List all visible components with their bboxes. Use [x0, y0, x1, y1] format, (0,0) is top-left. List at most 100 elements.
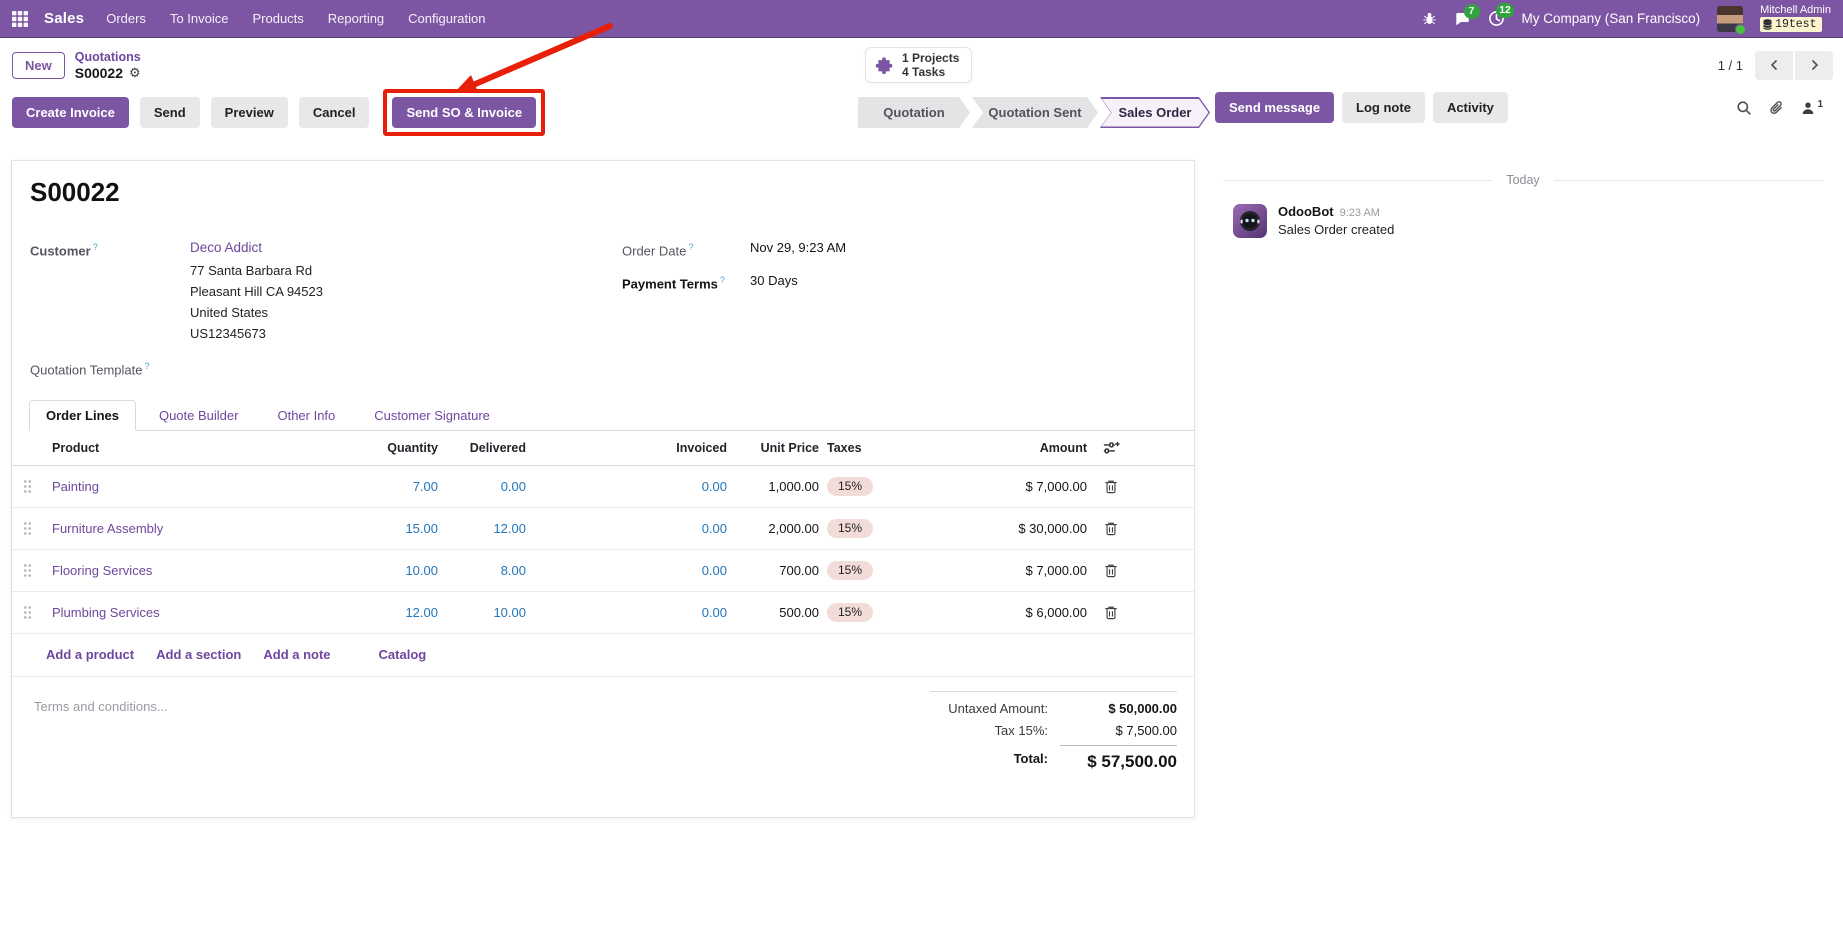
delete-row-button[interactable]: [1087, 479, 1135, 494]
app-name[interactable]: Sales: [44, 10, 85, 27]
projects-stat-button[interactable]: 1 Projects 4 Tasks: [865, 47, 973, 83]
add-section-link[interactable]: Add a section: [156, 647, 242, 663]
database-icon: [1763, 19, 1772, 30]
product-cell[interactable]: Furniture Assembly: [52, 520, 164, 536]
col-invoiced[interactable]: Invoiced: [676, 440, 727, 455]
quantity-cell[interactable]: 7.00: [412, 478, 438, 494]
delivered-cell[interactable]: 12.00: [493, 520, 526, 536]
delivered-cell[interactable]: 8.00: [500, 562, 526, 578]
quantity-cell[interactable]: 12.00: [405, 604, 438, 620]
payment-terms-value[interactable]: 30 Days: [750, 273, 798, 289]
col-delivered[interactable]: Delivered: [469, 440, 526, 455]
invoiced-cell[interactable]: 0.00: [701, 520, 727, 536]
order-line-row[interactable]: Plumbing Services 12.00 10.00 0.00 500.0…: [12, 592, 1194, 634]
col-quantity[interactable]: Quantity: [387, 440, 438, 455]
delivered-cell[interactable]: 10.00: [493, 604, 526, 620]
bug-icon[interactable]: [1422, 11, 1437, 26]
taxes-cell[interactable]: 15%: [819, 560, 952, 580]
customer-link[interactable]: Deco Addict: [190, 240, 263, 255]
product-cell[interactable]: Painting: [52, 478, 99, 494]
col-product[interactable]: Product: [52, 440, 100, 455]
terms-placeholder[interactable]: Terms and conditions...: [34, 698, 168, 714]
invoiced-cell[interactable]: 0.00: [701, 478, 727, 494]
message-author[interactable]: OdooBot: [1278, 204, 1334, 219]
col-unit-price[interactable]: Unit Price: [760, 440, 819, 455]
order-line-row[interactable]: Painting 7.00 0.00 0.00 1,000.00 15% $ 7…: [12, 466, 1194, 508]
status-step-quotation[interactable]: Quotation: [858, 97, 970, 128]
menu-products[interactable]: Products: [252, 11, 304, 26]
control-panel: New Quotations S00022 ⚙ 1 Projects 4 Tas…: [0, 38, 1843, 92]
messages-icon[interactable]: 7: [1454, 3, 1480, 27]
user-avatar[interactable]: [1717, 5, 1747, 35]
tab-other-info[interactable]: Other Info: [277, 407, 336, 423]
quantity-cell[interactable]: 15.00: [405, 520, 438, 536]
menu-configuration[interactable]: Configuration: [408, 11, 486, 26]
drag-handle-icon[interactable]: [23, 520, 32, 536]
unit-price-cell[interactable]: 700.00: [779, 562, 819, 578]
order-line-row[interactable]: Flooring Services 10.00 8.00 0.00 700.00…: [12, 550, 1194, 592]
user-menu[interactable]: Mitchell Admin 19test: [1760, 5, 1831, 32]
order-date-value[interactable]: Nov 29, 9:23 AM: [750, 240, 847, 255]
unit-price-cell[interactable]: 500.00: [779, 604, 819, 620]
help-icon: ?: [144, 361, 150, 372]
drag-handle-icon[interactable]: [23, 562, 32, 578]
product-cell[interactable]: Plumbing Services: [52, 604, 160, 620]
attachments-paperclip-icon[interactable]: [1769, 100, 1784, 116]
status-step-sales-order[interactable]: Sales Order: [1100, 97, 1210, 128]
menu-to-invoice[interactable]: To Invoice: [169, 11, 229, 26]
catalog-link[interactable]: Catalog: [378, 647, 427, 663]
send-message-button[interactable]: Send message: [1215, 92, 1335, 123]
followers-icon[interactable]: 1: [1801, 99, 1823, 115]
drag-handle-icon[interactable]: [23, 478, 32, 494]
status-step-quotation-sent[interactable]: Quotation Sent: [972, 97, 1098, 128]
send-button[interactable]: Send: [139, 96, 200, 128]
activities-clock-icon[interactable]: 12: [1488, 3, 1514, 27]
search-messages-icon[interactable]: [1736, 100, 1752, 116]
tab-customer-signature[interactable]: Customer Signature: [374, 407, 490, 423]
breadcrumb-current: S00022: [74, 64, 124, 81]
pager-next-button[interactable]: [1795, 50, 1833, 80]
add-note-link[interactable]: Add a note: [263, 647, 331, 663]
delete-row-button[interactable]: [1087, 605, 1135, 620]
create-invoice-button[interactable]: Create Invoice: [12, 96, 129, 128]
amount-cell: $ 30,000.00: [1018, 520, 1087, 536]
drag-handle-icon[interactable]: [23, 604, 32, 620]
quantity-cell[interactable]: 10.00: [405, 562, 438, 578]
col-amount[interactable]: Amount: [1039, 440, 1087, 455]
unit-price-cell[interactable]: 1,000.00: [768, 478, 819, 494]
activity-button[interactable]: Activity: [1432, 92, 1508, 123]
taxes-cell[interactable]: 15%: [819, 518, 952, 538]
untaxed-amount-label: Untaxed Amount:: [948, 700, 1048, 716]
taxes-cell[interactable]: 15%: [819, 476, 952, 496]
unit-price-cell[interactable]: 2,000.00: [768, 520, 819, 536]
tab-order-lines[interactable]: Order Lines: [29, 399, 136, 431]
taxes-cell[interactable]: 15%: [819, 602, 952, 622]
amount-cell: $ 7,000.00: [1025, 562, 1087, 578]
new-button[interactable]: New: [12, 51, 65, 79]
col-taxes[interactable]: Taxes: [827, 440, 862, 455]
send-so-invoice-button[interactable]: Send SO & Invoice: [392, 96, 537, 128]
invoiced-cell[interactable]: 0.00: [701, 562, 727, 578]
pager-previous-button[interactable]: [1755, 50, 1793, 80]
product-cell[interactable]: Flooring Services: [52, 562, 153, 578]
log-note-button[interactable]: Log note: [1342, 92, 1425, 123]
address-line: Pleasant Hill CA 94523: [190, 284, 323, 300]
menu-reporting[interactable]: Reporting: [327, 11, 385, 26]
delete-row-button[interactable]: [1087, 563, 1135, 578]
tab-quote-builder[interactable]: Quote Builder: [158, 407, 239, 423]
annotation-highlight-box: Send SO & Invoice: [383, 88, 546, 136]
odoobot-avatar[interactable]: [1233, 204, 1267, 238]
apps-grid-icon[interactable]: [12, 10, 28, 27]
menu-orders[interactable]: Orders: [106, 11, 146, 26]
company-switcher[interactable]: My Company (San Francisco): [1521, 11, 1701, 26]
cancel-button[interactable]: Cancel: [298, 96, 370, 128]
add-product-link[interactable]: Add a product: [46, 647, 135, 663]
delete-row-button[interactable]: [1087, 521, 1135, 536]
invoiced-cell[interactable]: 0.00: [701, 604, 727, 620]
breadcrumb-quotations[interactable]: Quotations: [74, 49, 141, 64]
order-line-row[interactable]: Furniture Assembly 15.00 12.00 0.00 2,00…: [12, 508, 1194, 550]
optional-columns-button[interactable]: [1087, 440, 1135, 455]
delivered-cell[interactable]: 0.00: [500, 478, 526, 494]
actions-gear-icon[interactable]: ⚙: [129, 64, 141, 80]
preview-button[interactable]: Preview: [210, 96, 288, 128]
